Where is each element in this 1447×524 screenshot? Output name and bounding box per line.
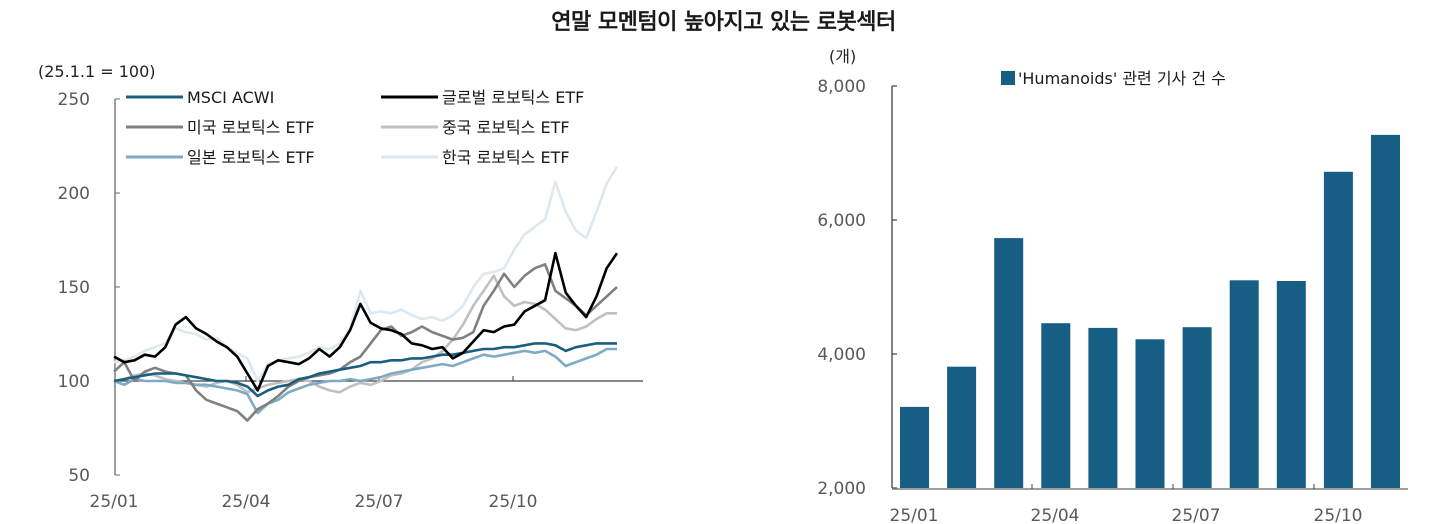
x-tick-label: 25/07 bbox=[1172, 506, 1221, 524]
right-unit-label: (개) bbox=[829, 47, 856, 66]
left-unit-label: (25.1.1 = 100) bbox=[38, 62, 156, 81]
bar-25/10 bbox=[1323, 171, 1353, 489]
y-tick-label: 2,000 bbox=[817, 479, 866, 499]
line-series bbox=[113, 263, 618, 422]
x-tick-label: 25/10 bbox=[1314, 506, 1363, 524]
bar-25/01 bbox=[900, 406, 929, 488]
y-tick-label: 250 bbox=[58, 90, 90, 110]
left-legend: MSCI ACWI 글로벌 로보틱스 ETF 미국 로보틱스 ETF 중국 로보틱스 … bbox=[126, 88, 584, 167]
y-tick-label: 6,000 bbox=[817, 211, 866, 231]
bar-25/11 bbox=[1371, 134, 1400, 488]
x-tick-label: 25/01 bbox=[890, 506, 939, 524]
legend-label: 중국 로보틱스 ETF bbox=[442, 118, 570, 137]
legend-label: 일본 로보틱스 ETF bbox=[187, 148, 315, 167]
page-title: 연말 모멘텀이 높아지고 있는 로봇섹터 bbox=[551, 10, 896, 35]
y-tick-label: 200 bbox=[58, 184, 90, 204]
line-series-group bbox=[113, 166, 619, 422]
line-series bbox=[113, 342, 617, 398]
left-y-axis: 50 100 150 200 250 bbox=[58, 90, 120, 486]
bar-25/05 bbox=[1088, 327, 1118, 488]
line-chart-etf-performance: (25.1.1 = 100) 50 100 150 200 250 25/01 25/04… bbox=[38, 62, 643, 512]
y-tick-label: 8,000 bbox=[817, 77, 866, 97]
right-x-axis: 25/01 25/04 25/07 25/10 bbox=[890, 484, 1408, 524]
bar-series-group bbox=[900, 134, 1400, 489]
bar-25/06 bbox=[1135, 339, 1165, 488]
line-series bbox=[113, 251, 619, 392]
y-tick-label: 50 bbox=[68, 466, 90, 486]
line-series bbox=[113, 347, 617, 415]
x-tick-label: 25/04 bbox=[1031, 506, 1080, 524]
bar-25/03 bbox=[994, 238, 1024, 488]
y-tick-label: 100 bbox=[58, 372, 90, 392]
bar-25/04 bbox=[1041, 323, 1071, 488]
bar-25/07 bbox=[1182, 327, 1212, 488]
legend-label: 한국 로보틱스 ETF bbox=[442, 148, 570, 167]
bar-25/08 bbox=[1229, 280, 1259, 488]
bar-25/02 bbox=[947, 366, 977, 488]
bar-25/09 bbox=[1276, 281, 1306, 488]
x-tick-label: 25/07 bbox=[355, 492, 404, 512]
y-tick-label: 150 bbox=[58, 278, 90, 298]
x-tick-label: 25/04 bbox=[222, 492, 271, 512]
right-y-axis: 2,000 4,000 6,000 8,000 bbox=[817, 77, 897, 499]
x-tick-label: 25/10 bbox=[489, 492, 538, 512]
line-series bbox=[113, 166, 619, 383]
legend-label: 글로벌 로보틱스 ETF bbox=[442, 88, 584, 107]
left-x-axis: 25/01 25/04 25/07 25/10 bbox=[90, 376, 643, 512]
legend-label: MSCI ACWI bbox=[187, 88, 274, 107]
right-legend-label: 'Humanoids' 관련 기사 건 수 bbox=[1018, 69, 1226, 88]
legend-label: 미국 로보틱스 ETF bbox=[187, 118, 315, 137]
legend-swatch-bar bbox=[1001, 71, 1015, 85]
x-tick-label: 25/01 bbox=[90, 492, 139, 512]
y-tick-label: 4,000 bbox=[817, 345, 866, 365]
bar-chart-humanoid-articles: (개) 'Humanoids' 관련 기사 건 수 2,000 4,000 6,00… bbox=[817, 47, 1408, 524]
